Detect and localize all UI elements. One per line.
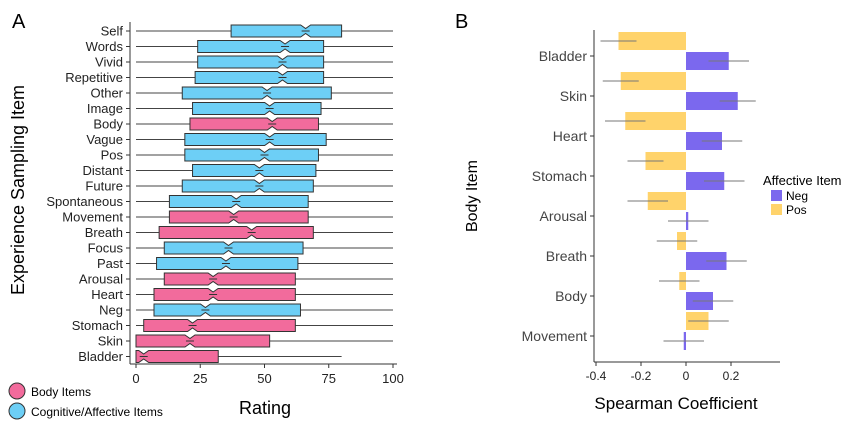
- boxplot-label-arousal: Arousal: [79, 272, 123, 287]
- boxplot-x-tick-label-100: 100: [382, 371, 404, 386]
- barchart-legend: Affective Item Neg Pos: [763, 173, 842, 217]
- boxplot-label-bladder: Bladder: [78, 349, 123, 364]
- box-stomach: [143, 319, 296, 332]
- boxplot-ylabel: Experience Sampling Item: [8, 85, 28, 295]
- boxplot-label-repetitive: Repetitive: [65, 70, 123, 85]
- barchart-x-tick-label-0: 0: [683, 369, 690, 383]
- barchart-label-movement: Movement: [522, 328, 587, 344]
- barchart-label-heart: Heart: [553, 128, 587, 144]
- bar-neg-bladder: [686, 52, 729, 70]
- boxplot-label-image: Image: [87, 101, 123, 116]
- legend-pos-swatch: [771, 204, 782, 215]
- barchart-label-arousal: Arousal: [540, 208, 587, 224]
- boxplot-label-spontaneous: Spontaneous: [46, 194, 123, 209]
- box-neg: [153, 303, 301, 317]
- boxplot-label-focus: Focus: [88, 241, 124, 256]
- bar-pos-skin: [620, 72, 686, 90]
- boxplot-x-tick-label-50: 50: [257, 371, 271, 386]
- boxplot-label-vague: Vague: [86, 132, 123, 147]
- barchart-label-breath: Breath: [546, 248, 587, 264]
- box-focus: [163, 241, 304, 255]
- barchart-xlabel: Spearman Coefficient: [594, 394, 757, 413]
- legend-pos-label: Pos: [786, 203, 807, 217]
- bar-pos-stomach: [645, 152, 686, 170]
- boxplot-xlabel: Rating: [239, 398, 291, 418]
- box-distant: [192, 164, 317, 177]
- boxplot-plot: 0 25 50 75 100 SelfWordsVividRepetitiveOtherI…: [46, 22, 404, 386]
- boxplot-label-other: Other: [90, 86, 123, 101]
- boxplot-label-words: Words: [86, 39, 124, 54]
- boxplot-label-future: Future: [85, 179, 123, 194]
- box-heart: [153, 288, 296, 301]
- box-words: [197, 40, 325, 53]
- box-movement: [168, 210, 309, 224]
- panel-b-label: B: [455, 11, 468, 33]
- legend-neg-label: Neg: [786, 189, 808, 203]
- boxplot-legend: Body Items Cognitive/Affective Items: [8, 382, 163, 420]
- boxplot-label-past: Past: [97, 256, 123, 271]
- box-future: [181, 179, 314, 193]
- boxplot-label-vivid: Vivid: [95, 55, 123, 70]
- legend-body-swatch: [8, 382, 26, 400]
- barchart-x-tick-label--0-4: -0.4: [586, 369, 607, 383]
- box-vague: [184, 133, 327, 146]
- boxplot-label-heart: Heart: [91, 287, 123, 302]
- boxplot-label-pos: Pos: [101, 148, 124, 163]
- box-bladder: [135, 350, 219, 363]
- boxplot-label-distant: Distant: [83, 163, 124, 178]
- box-pos: [184, 148, 319, 162]
- box-image: [192, 102, 322, 115]
- legend-title: Affective Item: [763, 173, 842, 188]
- box-body: [189, 117, 319, 131]
- boxplot-x-tick-label-75: 75: [322, 371, 336, 386]
- boxplot-label-body: Body: [93, 117, 123, 132]
- legend-cognitive-label: Cognitive/Affective Items: [31, 405, 163, 419]
- barchart-label-body: Body: [555, 288, 587, 304]
- box-arousal: [163, 272, 296, 286]
- barchart-ylabel: Body Item: [464, 160, 481, 232]
- barchart-label-skin: Skin: [560, 88, 587, 104]
- barchart-x-tick-label--0-2: -0.2: [631, 369, 652, 383]
- boxplot-label-breath: Breath: [85, 225, 123, 240]
- panel-a-label: A: [12, 11, 26, 33]
- boxplot-label-skin: Skin: [98, 334, 123, 349]
- barchart-plot: -0.4 -0.2 0 0.2 Bladder Skin Heart Stomach Arous…: [522, 30, 780, 383]
- boxplot-label-movement: Movement: [62, 210, 123, 225]
- legend-body-label: Body Items: [31, 385, 91, 399]
- boxplot-label-self: Self: [101, 24, 124, 39]
- legend-cognitive-swatch: [8, 402, 26, 420]
- barchart-label-bladder: Bladder: [539, 48, 588, 64]
- boxplot-x-tick-label-25: 25: [193, 371, 207, 386]
- box-skin: [135, 334, 271, 348]
- barchart-x-tick-label-0-2: 0.2: [723, 369, 740, 383]
- box-breath: [158, 226, 314, 239]
- bar-pos-heart: [625, 112, 686, 130]
- boxplot-label-stomach: Stomach: [72, 318, 123, 333]
- boxplot-label-neg: Neg: [99, 303, 123, 318]
- bar-pos-bladder: [618, 32, 686, 50]
- boxplot-x-tick-label-0: 0: [132, 371, 139, 386]
- barchart-label-stomach: Stomach: [532, 168, 587, 184]
- bar-neg-skin: [686, 92, 738, 110]
- legend-neg-swatch: [771, 190, 782, 201]
- box-self: [230, 24, 343, 38]
- box-repetitive: [194, 71, 325, 84]
- box-vivid: [197, 55, 325, 69]
- box-other: [181, 86, 332, 100]
